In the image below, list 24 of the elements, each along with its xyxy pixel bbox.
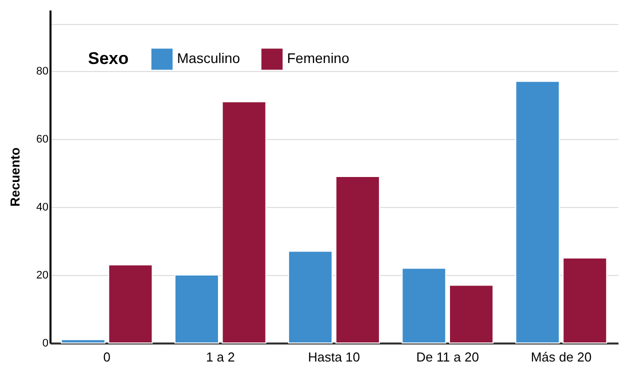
legend-title: Sexo xyxy=(88,49,129,68)
bar xyxy=(448,284,494,344)
legend-label: Masculino xyxy=(177,50,240,66)
x-tick-label: 0 xyxy=(103,350,110,364)
bar xyxy=(402,268,446,344)
x-tick-label: 1 a 2 xyxy=(206,350,235,364)
y-tick-label: 80 xyxy=(36,66,48,78)
bar xyxy=(515,80,560,344)
bar xyxy=(562,258,608,344)
y-tick-label: 20 xyxy=(36,270,48,282)
y-tick-label: 40 xyxy=(36,202,48,214)
x-tick-label: De 11 a 20 xyxy=(416,350,479,364)
bar xyxy=(222,101,266,344)
bar xyxy=(288,250,333,344)
bar xyxy=(60,339,106,344)
y-tick-label: 60 xyxy=(36,134,48,146)
y-tick-label: 0 xyxy=(42,338,48,350)
bar xyxy=(174,274,220,344)
bar xyxy=(108,264,153,344)
x-tick-label: Más de 20 xyxy=(530,350,592,364)
bar xyxy=(335,176,380,344)
y-axis-title: Recuento xyxy=(7,147,22,207)
x-tick-label: Hasta 10 xyxy=(308,350,360,364)
legend-label: Femenino xyxy=(287,50,350,66)
